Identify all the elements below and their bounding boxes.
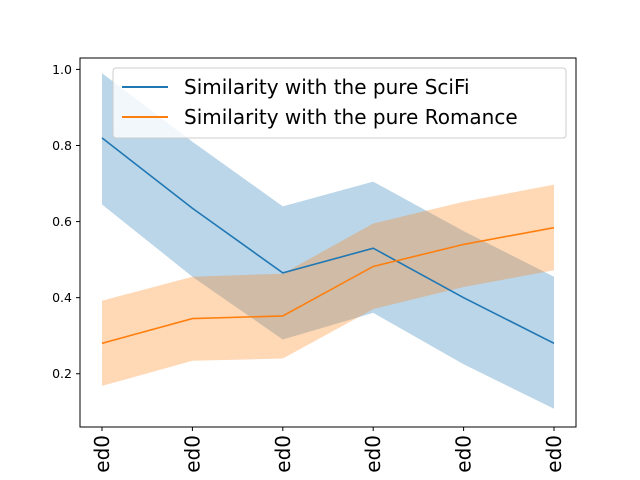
y-tick-label: 0.2: [52, 366, 72, 381]
x-tick-label: ed0: [361, 435, 385, 473]
line-similarity-with-the-pure-romance: [101, 226, 555, 345]
legend-label-scifi: Similarity with the pure SciFi: [184, 75, 470, 99]
y-axis: 0.2 0.4 0.6 0.8 1.0: [52, 62, 80, 381]
x-tick-label: ed0: [271, 435, 295, 473]
x-tick-label: ed0: [90, 435, 114, 473]
legend-label-romance: Similarity with the pure Romance: [184, 105, 518, 129]
y-tick-label: 0.8: [52, 138, 72, 153]
legend-box: [112, 67, 567, 139]
y-tick-label: 0.6: [52, 214, 72, 229]
y-tick-label: 1.0: [52, 62, 72, 77]
x-axis: ed0 ed0 ed0 ed0 ed0 ed0: [90, 427, 566, 473]
legend: Similarity with the pure SciFi Similarit…: [112, 67, 567, 139]
x-tick-label: ed0: [180, 435, 204, 473]
x-tick-label: ed0: [542, 435, 566, 473]
x-tick-label: ed0: [452, 435, 476, 473]
band-similarity-with-the-pure-romance: [102, 184, 554, 386]
band-similarity-with-the-pure-scifi: [102, 73, 554, 409]
y-tick-label: 0.4: [52, 290, 72, 305]
series-lines: [101, 137, 555, 345]
plot-area-frame: [79, 57, 577, 428]
line-similarity-with-the-pure-scifi: [101, 137, 555, 345]
confidence-bands: [102, 73, 554, 409]
